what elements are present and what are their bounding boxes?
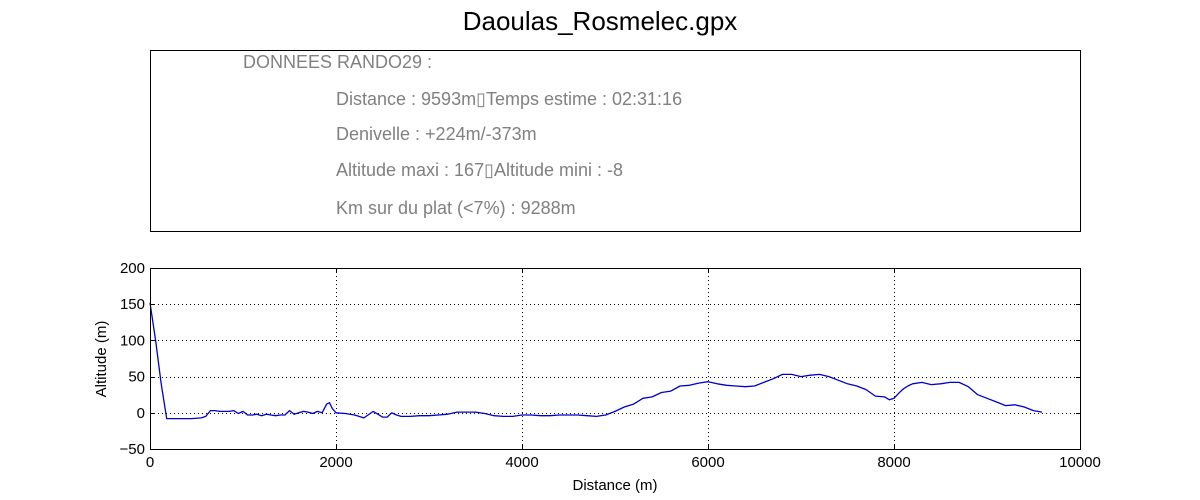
y-tick-label: 200 [120, 260, 145, 277]
y-axis-label: Altitude (m) [93, 321, 110, 398]
altitude-profile-line [149, 302, 1043, 420]
info-line-denivelle: Denivelle : +224m/-373m [336, 124, 537, 144]
x-tick-label: 6000 [691, 454, 724, 471]
x-axis-label: Distance (m) [572, 477, 657, 494]
x-tick-label: 8000 [877, 454, 910, 471]
x-tick-label: 4000 [505, 454, 538, 471]
y-tick-label: 150 [120, 296, 145, 313]
info-panel: DONNEES RANDO29 : Distance : 9593m▯Temps… [150, 50, 1081, 232]
info-line-distance: Distance : 9593m▯Temps estime : 02:31:16 [336, 89, 682, 109]
x-tick-label: 10000 [1059, 454, 1101, 471]
info-line-altitude: Altitude maxi : 167▯Altitude mini : -8 [336, 160, 623, 180]
info-heading: DONNEES RANDO29 : [243, 52, 432, 72]
x-tick-label: 0 [146, 454, 154, 471]
grid-layer [150, 268, 1080, 449]
info-line-plat: Km sur du plat (<7%) : 9288m [336, 198, 576, 218]
y-tick-label: 100 [120, 332, 145, 349]
x-tick-label: 2000 [319, 454, 352, 471]
plot-frame [150, 268, 1081, 450]
y-tick-label: 0 [137, 405, 145, 422]
y-tick-label: 50 [128, 369, 145, 386]
figure-title: Daoulas_Rosmelec.gpx [463, 6, 738, 36]
y-tick-label: −50 [120, 441, 145, 458]
info-panel-frame [150, 50, 1081, 232]
